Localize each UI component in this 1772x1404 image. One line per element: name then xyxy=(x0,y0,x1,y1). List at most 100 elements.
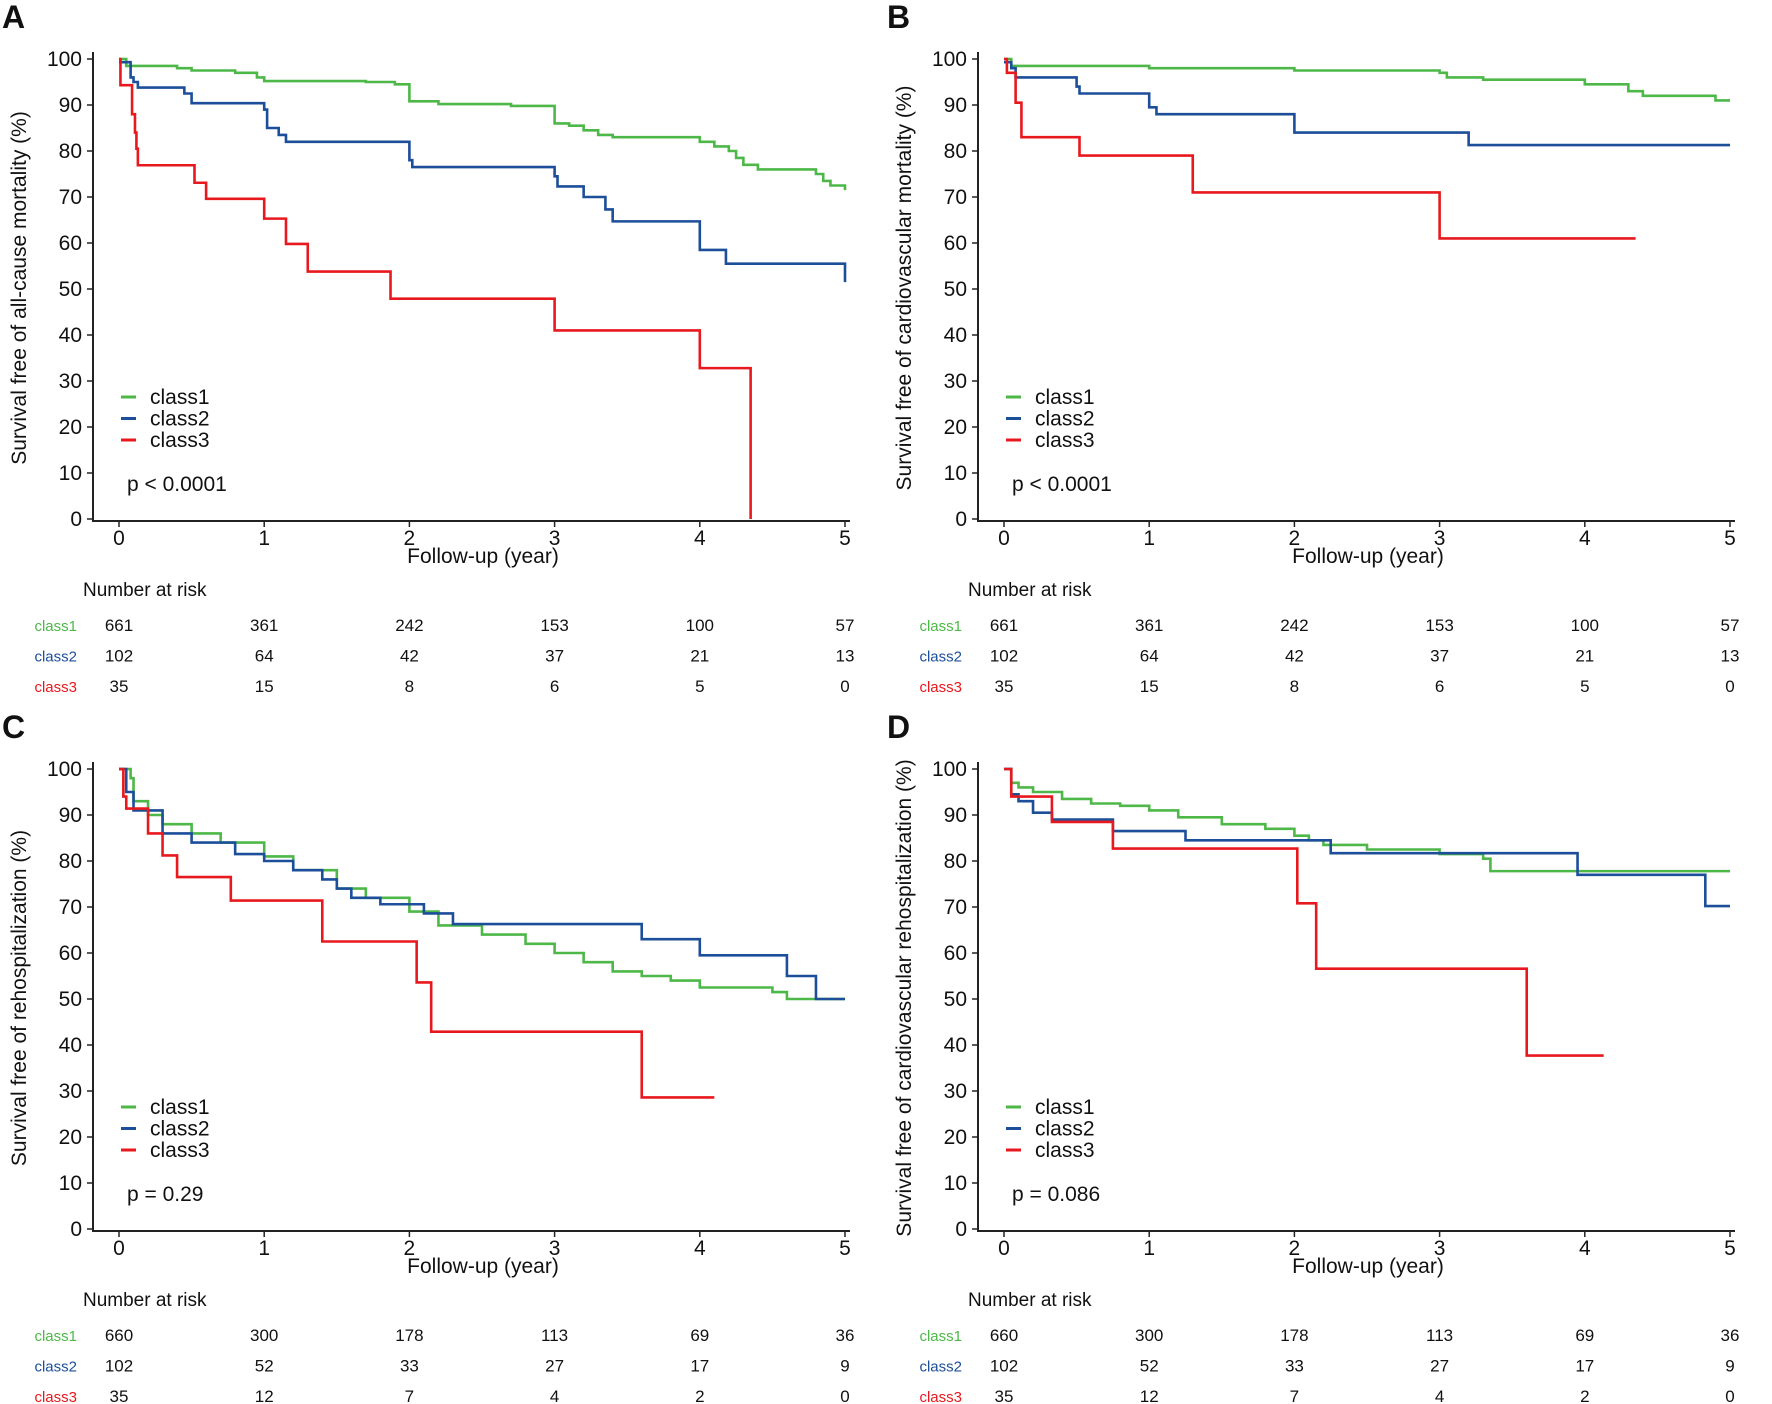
risk-row-label-class3: class3 xyxy=(919,679,962,696)
risk-count: 8 xyxy=(405,677,414,696)
risk-count: 2 xyxy=(1580,1387,1589,1404)
p-value: p < 0.0001 xyxy=(1012,473,1112,496)
y-tick-label: 20 xyxy=(944,416,967,439)
risk-count: 5 xyxy=(695,677,704,696)
risk-count: 36 xyxy=(836,1326,855,1345)
x-tick-label: 0 xyxy=(998,1237,1010,1260)
y-tick-label: 50 xyxy=(944,278,967,301)
y-tick-label: 0 xyxy=(955,508,967,531)
y-tick-label: 60 xyxy=(944,942,967,965)
x-tick-label: 1 xyxy=(258,527,270,550)
y-tick-label: 50 xyxy=(59,988,82,1011)
risk-row-label-class3: class3 xyxy=(919,1389,962,1404)
survival-curve-class1 xyxy=(119,767,845,1001)
risk-row-label-class1: class1 xyxy=(34,618,77,635)
risk-count: 0 xyxy=(1725,677,1734,696)
risk-count: 21 xyxy=(690,647,709,666)
risk-count: 0 xyxy=(840,1387,849,1404)
y-tick-label: 60 xyxy=(944,232,967,255)
risk-row-label-class1: class1 xyxy=(919,618,962,635)
risk-row-label-class2: class2 xyxy=(919,1359,962,1376)
x-tick-label: 0 xyxy=(113,527,125,550)
x-tick-label: 0 xyxy=(113,1237,125,1260)
x-tick-label: 2 xyxy=(1289,527,1301,550)
x-tick-label: 1 xyxy=(258,1237,270,1260)
risk-count: 35 xyxy=(995,677,1014,696)
risk-count: 100 xyxy=(1571,616,1599,635)
y-axis-label: Survival free of rehospitalization (%) xyxy=(8,830,31,1166)
risk-count: 57 xyxy=(836,616,855,635)
risk-count: 27 xyxy=(1430,1357,1449,1376)
legend-label-class2: class2 xyxy=(150,1118,210,1141)
y-tick-label: 70 xyxy=(944,186,967,209)
risk-count: 64 xyxy=(255,647,274,666)
risk-count: 37 xyxy=(545,647,564,666)
risk-count: 37 xyxy=(1430,647,1449,666)
y-tick-label: 10 xyxy=(944,1172,967,1195)
y-tick-label: 40 xyxy=(944,324,967,347)
risk-count: 0 xyxy=(1725,1387,1734,1404)
risk-count: 178 xyxy=(1280,1326,1308,1345)
y-tick-label: 50 xyxy=(59,278,82,301)
risk-count: 69 xyxy=(690,1326,709,1345)
risk-count: 57 xyxy=(1721,616,1740,635)
y-tick-label: 60 xyxy=(59,232,82,255)
panel-letter: D xyxy=(887,709,910,745)
survival-curve-class1 xyxy=(1004,57,1730,102)
risk-count: 113 xyxy=(541,1326,568,1345)
risk-count: 6 xyxy=(550,677,559,696)
risk-row-label-class1: class1 xyxy=(34,1328,77,1345)
risk-count: 12 xyxy=(1140,1387,1159,1404)
x-tick-label: 3 xyxy=(549,1237,561,1260)
risk-count: 361 xyxy=(1135,616,1163,635)
risk-count: 4 xyxy=(1435,1387,1444,1404)
risk-row-label-class3: class3 xyxy=(34,1389,77,1404)
risk-count: 242 xyxy=(395,616,423,635)
y-tick-label: 70 xyxy=(59,186,82,209)
x-tick-label: 3 xyxy=(549,527,561,550)
x-axis-label: Follow-up (year) xyxy=(1292,1255,1444,1278)
legend-label-class1: class1 xyxy=(1035,1096,1095,1119)
risk-row-label-class2: class2 xyxy=(919,649,962,666)
legend-label-class2: class2 xyxy=(1035,1118,1095,1141)
y-tick-label: 20 xyxy=(944,1126,967,1149)
risk-count: 7 xyxy=(405,1387,414,1404)
risk-row-label-class3: class3 xyxy=(34,679,77,696)
y-tick-label: 100 xyxy=(932,758,967,781)
legend-label-class3: class3 xyxy=(150,429,210,452)
x-tick-label: 5 xyxy=(1724,527,1736,550)
risk-count: 15 xyxy=(255,677,274,696)
x-axis-label: Follow-up (year) xyxy=(407,1255,559,1278)
risk-count: 102 xyxy=(990,647,1018,666)
y-tick-label: 10 xyxy=(59,1172,82,1195)
y-tick-label: 90 xyxy=(944,94,967,117)
risk-row-label-class1: class1 xyxy=(919,1328,962,1345)
survival-curve-class3 xyxy=(119,767,715,1099)
y-tick-label: 100 xyxy=(932,48,967,71)
risk-count: 15 xyxy=(1140,677,1159,696)
y-tick-label: 0 xyxy=(70,508,82,531)
y-tick-label: 90 xyxy=(944,804,967,827)
legend-label-class3: class3 xyxy=(1035,1139,1095,1162)
x-tick-label: 1 xyxy=(1143,1237,1155,1260)
survival-curve-class3 xyxy=(1004,57,1636,240)
risk-count: 42 xyxy=(400,647,419,666)
risk-count: 153 xyxy=(1425,616,1453,635)
risk-count: 361 xyxy=(250,616,278,635)
survival-curve-class2 xyxy=(1004,60,1730,147)
x-tick-label: 4 xyxy=(1579,527,1591,550)
y-tick-label: 60 xyxy=(59,942,82,965)
y-tick-label: 30 xyxy=(59,370,82,393)
y-tick-label: 40 xyxy=(944,1034,967,1057)
risk-count: 36 xyxy=(1721,1326,1740,1345)
risk-count: 52 xyxy=(255,1357,274,1376)
survival-curve-class2 xyxy=(119,767,845,1001)
y-tick-label: 80 xyxy=(944,850,967,873)
survival-curve-class1 xyxy=(1004,767,1730,873)
risk-count: 2 xyxy=(695,1387,704,1404)
legend-label-class3: class3 xyxy=(1035,429,1095,452)
y-tick-label: 30 xyxy=(59,1080,82,1103)
